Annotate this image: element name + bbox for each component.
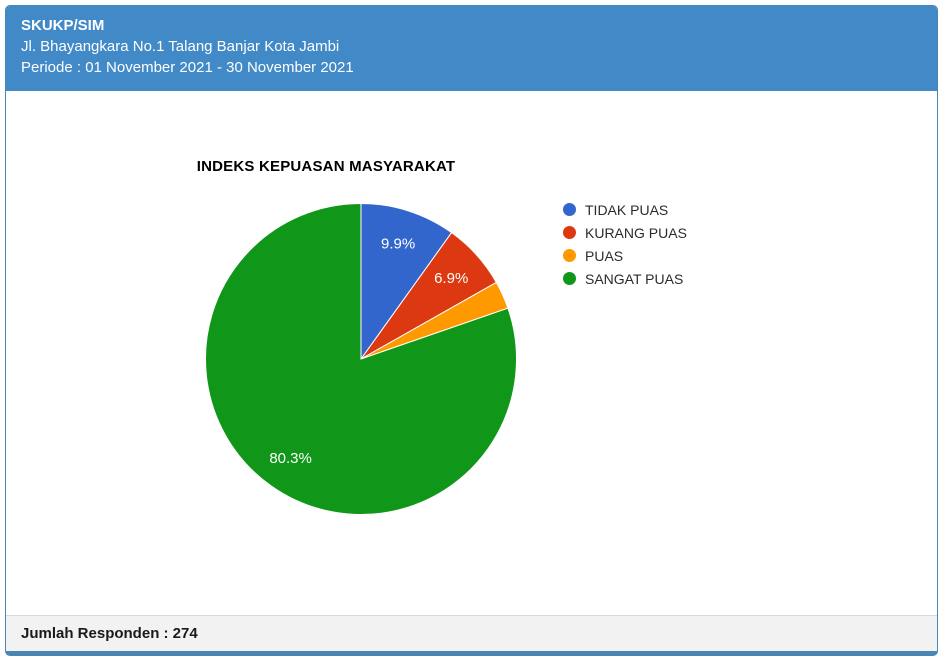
legend-marker-icon <box>563 226 576 239</box>
report-address: Jl. Bhayangkara No.1 Talang Banjar Kota … <box>21 38 340 55</box>
report-panel: SKUKP/SIM Jl. Bhayangkara No.1 Talang Ba… <box>5 5 938 656</box>
legend-item-puas: PUAS <box>563 244 687 267</box>
chart-legend: TIDAK PUAS KURANG PUAS PUAS SANGAT PUAS <box>563 198 687 290</box>
slice-label: 6.9% <box>434 270 468 287</box>
legend-label: KURANG PUAS <box>585 224 687 241</box>
report-header: SKUKP/SIM Jl. Bhayangkara No.1 Talang Ba… <box>6 6 937 91</box>
legend-item-sangat-puas: SANGAT PUAS <box>563 267 687 290</box>
pie-slice-tidak-puas[interactable] <box>360 202 453 361</box>
legend-marker-icon <box>563 272 576 285</box>
legend-label: TIDAK PUAS <box>585 201 669 218</box>
slice-label: 80.3% <box>269 450 312 467</box>
legend-marker-icon <box>563 249 576 262</box>
legend-item-kurang-puas: KURANG PUAS <box>563 221 687 244</box>
legend-item-tidak-puas: TIDAK PUAS <box>563 198 687 221</box>
pie-chart[interactable]: 9.9% 6.9% 80.3% <box>204 202 518 516</box>
pie-slice-sangat-puas[interactable] <box>205 202 518 515</box>
legend-label: SANGAT PUAS <box>585 270 684 287</box>
report-title: SKUKP/SIM <box>21 17 105 34</box>
legend-label: PUAS <box>585 247 624 264</box>
report-footer: Jumlah Responden : 274 <box>6 615 937 651</box>
chart-area: INDEKS KEPUASAN MASYARAKAT 9.9% 6.9% 80.3%… <box>6 91 937 615</box>
chart-title: INDEKS KEPUASAN MASYARAKAT <box>196 158 456 175</box>
slice-label: 9.9% <box>381 236 415 253</box>
report-period: Periode : 01 November 2021 - 30 November… <box>21 59 354 76</box>
legend-marker-icon <box>563 203 576 216</box>
respondents-count: Jumlah Responden : 274 <box>21 625 198 642</box>
pie-chart-svg[interactable]: 9.9% 6.9% 80.3% <box>204 202 518 516</box>
